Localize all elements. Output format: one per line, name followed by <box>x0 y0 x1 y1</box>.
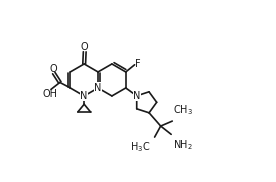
Text: NH$_2$: NH$_2$ <box>172 138 192 152</box>
Text: O: O <box>81 42 89 52</box>
Text: H$_3$C: H$_3$C <box>130 141 150 155</box>
Text: O: O <box>49 64 57 74</box>
Text: OH: OH <box>43 89 58 99</box>
Text: N: N <box>94 83 102 93</box>
Text: F: F <box>135 59 141 69</box>
Text: CH$_3$: CH$_3$ <box>173 104 193 118</box>
Text: N: N <box>133 91 140 101</box>
Text: N: N <box>81 91 88 101</box>
